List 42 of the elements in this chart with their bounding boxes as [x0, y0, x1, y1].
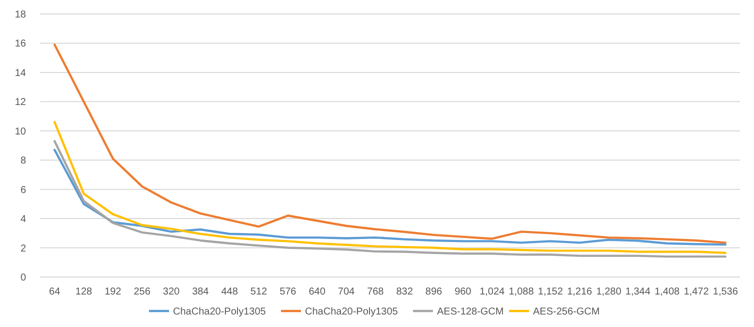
x-tick-label: 576 — [280, 286, 297, 298]
x-tick-label: 1,536 — [712, 286, 738, 298]
y-tick-label: 10 — [14, 126, 26, 138]
x-tick-label: 960 — [454, 286, 472, 298]
y-tick-label: 12 — [14, 97, 26, 108]
y-tick-label: 6 — [20, 184, 26, 196]
x-tick-label: 192 — [104, 286, 122, 298]
y-tick-label: 4 — [20, 214, 26, 226]
x-tick-label: 64 — [49, 286, 61, 298]
x-tick-label: 448 — [221, 286, 238, 298]
y-tick-label: 18 — [14, 10, 26, 20]
y-tick-label: 16 — [14, 38, 26, 50]
y-tick-label: 8 — [20, 156, 26, 167]
x-tick-label: 256 — [134, 286, 151, 298]
x-tick-label: 768 — [367, 286, 384, 298]
line-series — [53, 44, 727, 244]
x-tick-label: 1,152 — [538, 286, 564, 298]
y-tick-label: 0 — [20, 272, 26, 284]
x-tick-label: 1,472 — [684, 286, 710, 298]
x-tick-label: 1,344 — [625, 286, 651, 298]
y-tick-label: 2 — [20, 243, 26, 254]
line-series — [53, 121, 727, 254]
x-tick-label: 320 — [162, 286, 180, 298]
x-tick-label: 1,024 — [480, 286, 506, 298]
x-tick-label: 1,280 — [596, 286, 622, 298]
legend-label: ChaCha20-Poly1305 — [173, 306, 266, 318]
x-tick-label: 1,408 — [654, 286, 680, 298]
x-tick-label: 832 — [396, 286, 414, 298]
x-tick-label: 512 — [250, 286, 268, 298]
line-series — [53, 140, 727, 258]
y-tick-label: 14 — [14, 68, 26, 79]
legend-label: AES-128-GCM — [437, 306, 504, 318]
x-tick-label: 896 — [425, 286, 443, 298]
x-tick-label: 384 — [192, 286, 210, 298]
x-tick-label: 640 — [308, 286, 326, 298]
x-tick-label: 704 — [338, 286, 356, 298]
x-tick-label: 1,088 — [508, 286, 534, 298]
line-series — [53, 148, 727, 246]
legend-label: AES-256-GCM — [533, 306, 600, 318]
x-tick-label: 128 — [75, 286, 93, 298]
legend-label: ChaCha20-Poly1305 — [305, 306, 398, 318]
x-tick-label: 1,216 — [567, 286, 593, 298]
